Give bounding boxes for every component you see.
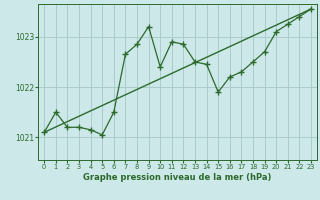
X-axis label: Graphe pression niveau de la mer (hPa): Graphe pression niveau de la mer (hPa) [84, 173, 272, 182]
